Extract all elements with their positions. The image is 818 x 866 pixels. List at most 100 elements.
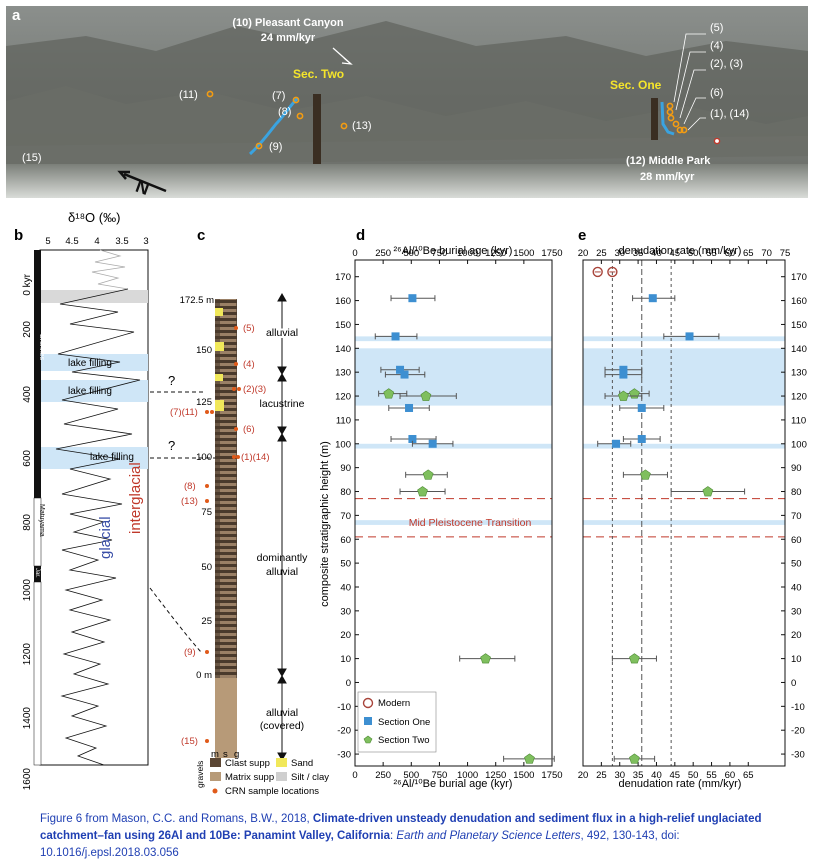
plot-e-section-one-point-3: [619, 370, 628, 379]
d18o-curve: [55, 288, 141, 766]
facies-dominantly-alluvial: dominantly: [257, 552, 309, 564]
plot-d-ytick-left-label: 40: [340, 582, 351, 593]
plot-e-ytick-right-label: -20: [791, 726, 805, 737]
plot-e-xtick-bottom-label: 55: [706, 770, 717, 781]
facies-lacustrine: lacustrine: [260, 398, 305, 410]
site-5-label: (5): [710, 22, 723, 34]
caption-title[interactable]: Climate-driven unsteady denudation and s…: [40, 813, 762, 842]
plot-d-ytick-left-label: 60: [340, 535, 351, 546]
plot-d-band-1: [355, 348, 552, 406]
north-arrow-label: N: [133, 176, 152, 198]
plot-d-section-one-point-6: [428, 439, 437, 448]
brunhes-label: Brunhes: [38, 334, 45, 361]
c-sample-2-3: (2)(3): [243, 384, 266, 395]
figure-caption: Figure 6 from Mason, C.C. and Romans, B.…: [40, 811, 800, 862]
c-ytick-0: 0 m: [196, 670, 212, 681]
plot-d-xtick-bottom-label: 0: [352, 770, 357, 781]
plot-e-section-one-point-0: [648, 294, 657, 303]
lake-filling-label-1: lake filling: [68, 358, 112, 369]
plot-e-ytick-right-label: 160: [791, 296, 807, 307]
c-sample-dot-3: [237, 387, 241, 391]
c-sample-8: (8): [184, 481, 196, 492]
plot-d-xtick-bottom-label: 1750: [541, 770, 562, 781]
plot-e-frame-top: [582, 259, 786, 767]
c-ytick-50: 50: [201, 562, 212, 573]
plot-e-section-one-point-2: [619, 365, 628, 374]
b-ytick-1400: 1400: [22, 707, 33, 730]
legend-section-two-marker: [363, 735, 373, 744]
plot-e-band-2: [583, 443, 785, 449]
panel-b-letter: b: [14, 227, 23, 244]
site-9-label: (9): [269, 141, 282, 153]
plot-d-section-one-point-1: [391, 332, 400, 341]
plot-e-xtick-bottom-label: 30: [614, 770, 625, 781]
plot-d-section-one-point-2: [396, 365, 405, 374]
plot-e-ytick-right-label: 60: [791, 535, 802, 546]
plot-d-ytick-left-label: 160: [335, 296, 351, 307]
plot-e-section-one-point-1: [685, 332, 694, 341]
plot-e-ytick-right-label: 0: [791, 678, 796, 689]
site-1-14-label: (1), (14): [710, 108, 749, 120]
legend-sand-swatch: [276, 758, 287, 767]
plot-d-section-two-point-4: [480, 653, 491, 664]
sand-bed-3: [215, 374, 223, 381]
plot-e-section-two-point-2: [640, 469, 651, 480]
panel-d-letter: d: [356, 227, 365, 244]
c-ytick-100: 100: [196, 452, 212, 463]
c-sample-dot-5: [234, 326, 238, 330]
plot-d-section-two-point-0: [383, 388, 395, 399]
c-ytick-25: 25: [201, 616, 212, 627]
corr-arrow-3: [149, 587, 202, 653]
legend-modern: Modern: [378, 698, 410, 709]
sec-two-label: Sec. Two: [293, 67, 344, 81]
plot-e-ytick-right-label: 150: [791, 320, 807, 331]
jaramillo-chron: [34, 566, 41, 582]
plot-e-xtick-bottom-label: 45: [670, 770, 681, 781]
plot-d-ytick-left-label: 90: [340, 463, 351, 474]
c-sample-dot-14: [236, 455, 240, 459]
panel-d-top-title: ²⁶Al/¹⁰Be burial age (kyr): [394, 245, 513, 257]
c-ytick-125: 125: [196, 397, 212, 408]
plot-e-xtick-top-label: 50: [688, 248, 699, 259]
c-ytick-172: 172.5 m: [180, 295, 214, 306]
plot-e-section-two-point-5: [629, 753, 640, 764]
facies-dominantly-alluvial-2: alluvial: [266, 566, 298, 578]
plot-e-xtick-top-label: 70: [761, 248, 772, 259]
legend-modern-marker: [362, 697, 374, 709]
b-ytick-800: 800: [22, 514, 33, 531]
plot-e-xtick-bottom-label: 25: [596, 770, 607, 781]
plot-e-ytick-right-label: 30: [791, 606, 802, 617]
lower-panels: b δ¹⁸O (‰) 5 4.5 4 3.5 3 Brunhes Matuyam…: [14, 210, 807, 797]
panel-d-legend: Modern Section One Section Two: [357, 691, 437, 753]
matuyama-label: Matuyama: [38, 504, 45, 537]
plot-e-xtick-bottom-label: 20: [578, 770, 589, 781]
question-mark-2: ?: [168, 438, 175, 453]
legend-section-two: Section Two: [378, 735, 430, 746]
sec-one-label: Sec. One: [610, 78, 662, 92]
facies-alluvial-halo: alluvial: [266, 327, 298, 339]
plot-d-ytick-left-label: 50: [340, 559, 351, 570]
plot-e-xtick-top-label: 40: [651, 248, 662, 259]
site-7-label: (7): [272, 90, 285, 102]
plot-e-band-0: [583, 336, 785, 342]
plot-e-section-one-point-5: [637, 435, 646, 444]
plot-d-section-one-point-5: [408, 435, 417, 444]
gravels-label: gravels: [195, 761, 205, 788]
panel-e-letter: e: [578, 227, 586, 244]
plot-e-xtick-bottom-label: 50: [688, 770, 699, 781]
panel-d-bottom-title: ²⁶Al/¹⁰Be burial age (kyr): [394, 778, 513, 790]
c-sample-dot-15: [205, 739, 209, 743]
site-13-label: (13): [352, 120, 372, 132]
plot-e-section-two-point-3: [702, 486, 714, 497]
facies-alluvial-covered: alluvial: [266, 707, 298, 719]
facies-alluvial: alluvial: [266, 327, 298, 339]
plot-d-ytick-left-label: 110: [336, 415, 351, 426]
panel-d-ylabel: composite stratigraphic height (m): [319, 441, 331, 607]
c-sample-1-14: (1)(14): [241, 452, 270, 463]
plot-e-modern-point-0: [592, 266, 603, 278]
legend-sand: Sand: [291, 758, 313, 769]
d18o-curve-recent: [91, 249, 129, 290]
c-sample-dot-8: [205, 484, 209, 488]
legend-silt-swatch: [276, 772, 287, 781]
plot-e-band-3: [583, 520, 785, 525]
